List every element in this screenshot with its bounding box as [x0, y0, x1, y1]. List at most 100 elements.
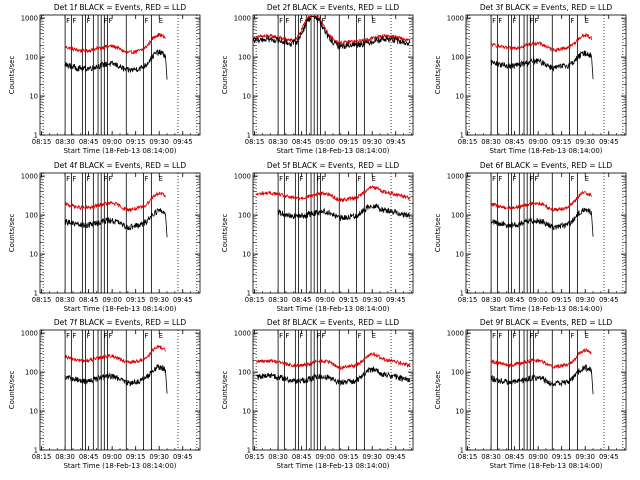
plot-frame	[252, 14, 414, 136]
x-tick-label: 09:00	[315, 453, 335, 461]
panel-title: Det 8f BLACK = Events, RED = LLD	[267, 318, 400, 327]
x-tick-label: 09:00	[315, 138, 335, 146]
y-tick-label: 10	[29, 408, 38, 416]
x-tick-label: 09:30	[362, 138, 382, 146]
x-tick-label: 08:15	[458, 138, 478, 146]
x-axis-label: Start Time (18-Feb-13 08:14:00)	[63, 147, 176, 155]
x-tick-label: 09:45	[386, 296, 406, 304]
y-tick-label: 100	[25, 369, 38, 377]
panel-title: Det 4f BLACK = Events, RED = LLD	[54, 161, 187, 170]
marker-flag: E	[585, 17, 589, 25]
marker-flag: F	[358, 17, 362, 25]
events-curve	[490, 50, 592, 73]
marker-flag: F	[285, 332, 289, 340]
x-tick-label: 08:30	[268, 296, 288, 304]
x-axis-label: Start Time (18-Feb-13 08:14:00)	[63, 305, 176, 313]
marker-flag: F	[66, 17, 70, 25]
marker-flag: F	[108, 175, 112, 183]
panel-title: Det 2f BLACK = Events, RED = LLD	[267, 3, 400, 12]
x-tick-label: 09:30	[362, 296, 382, 304]
marker-flag: E	[372, 175, 376, 183]
x-tick-label: 09:15	[552, 453, 572, 461]
marker-flag: F	[317, 332, 321, 340]
y-axis-label: Counts/sec	[8, 371, 16, 410]
marker-flag: F	[492, 175, 496, 183]
x-tick-label: 09:45	[599, 138, 619, 146]
x-tick-label: 09:30	[362, 453, 382, 461]
x-axis-label: Start Time (18-Feb-13 08:14:00)	[489, 305, 602, 313]
events-curve	[490, 207, 592, 231]
events-curve-tail	[591, 55, 594, 80]
marker-flag: F	[299, 332, 303, 340]
marker-flag: F	[279, 175, 283, 183]
x-tick-label: 08:15	[245, 138, 265, 146]
y-tick-label: 1000	[234, 15, 251, 23]
x-axis-label: Start Time (18-Feb-13 08:14:00)	[63, 462, 176, 470]
y-tick-label: 1000	[234, 330, 251, 338]
marker-flag: F	[498, 332, 502, 340]
y-tick-label: 1000	[447, 173, 464, 181]
y-tick-label: 10	[455, 408, 464, 416]
events-curve	[490, 364, 592, 388]
marker-flag: F	[299, 17, 303, 25]
x-tick-label: 09:15	[126, 453, 146, 461]
x-tick-label: 09:00	[528, 453, 548, 461]
x-tick-label: 09:00	[315, 296, 335, 304]
x-tick-label: 09:00	[102, 296, 122, 304]
y-tick-label: 10	[29, 93, 38, 101]
marker-flag: F	[104, 332, 108, 340]
x-tick-label: 09:15	[552, 138, 572, 146]
y-axis-label: Counts/sec	[434, 371, 442, 410]
x-tick-label: 08:15	[458, 453, 478, 461]
plot-frame	[39, 329, 201, 451]
marker-flag: F	[145, 175, 149, 183]
y-axis-label: Counts/sec	[221, 56, 229, 95]
events-curve-tail	[165, 56, 168, 80]
panel-title: Det 3f BLACK = Events, RED = LLD	[480, 3, 613, 12]
marker-flag: F	[534, 175, 538, 183]
marker-flag: F	[285, 175, 289, 183]
marker-flag: F	[108, 332, 112, 340]
marker-flag: F	[299, 175, 303, 183]
panel-title: Det 6f BLACK = Events, RED = LLD	[480, 161, 613, 170]
x-tick-label: 09:15	[339, 138, 359, 146]
x-tick-label: 09:45	[386, 453, 406, 461]
plot-frame	[465, 172, 627, 294]
lld-curve	[490, 190, 592, 213]
marker-flag: F	[530, 17, 534, 25]
x-axis-label: Start Time (18-Feb-13 08:14:00)	[489, 147, 602, 155]
x-tick-label: 08:30	[55, 296, 75, 304]
y-tick-label: 1	[34, 132, 38, 140]
marker-flag: F	[571, 175, 575, 183]
x-tick-label: 09:15	[126, 138, 146, 146]
x-tick-label: 09:45	[599, 453, 619, 461]
x-tick-label: 09:45	[173, 453, 193, 461]
x-tick-label: 09:15	[552, 296, 572, 304]
y-axis-label: Counts/sec	[8, 56, 16, 95]
x-tick-label: 09:45	[599, 296, 619, 304]
y-tick-label: 1000	[447, 330, 464, 338]
marker-flag: F	[512, 17, 516, 25]
panel-title: Det 9f BLACK = Events, RED = LLD	[480, 318, 613, 327]
y-tick-label: 10	[242, 408, 251, 416]
y-tick-label: 10	[29, 251, 38, 259]
x-tick-label: 09:00	[102, 453, 122, 461]
marker-flag: F	[321, 332, 325, 340]
y-tick-label: 1	[247, 290, 251, 298]
y-tick-label: 1	[460, 132, 464, 140]
y-tick-label: 1	[247, 447, 251, 455]
y-tick-label: 1	[460, 447, 464, 455]
x-tick-label: 09:45	[386, 138, 406, 146]
events-curve	[252, 15, 410, 50]
x-tick-label: 08:30	[55, 138, 75, 146]
x-axis-label: Start Time (18-Feb-13 08:14:00)	[276, 462, 389, 470]
x-axis-label: Start Time (18-Feb-13 08:14:00)	[276, 305, 389, 313]
marker-flag: F	[512, 175, 516, 183]
marker-flag: F	[279, 17, 283, 25]
marker-flag: E	[372, 332, 376, 340]
x-tick-label: 08:30	[481, 138, 501, 146]
y-tick-label: 1000	[21, 173, 38, 181]
